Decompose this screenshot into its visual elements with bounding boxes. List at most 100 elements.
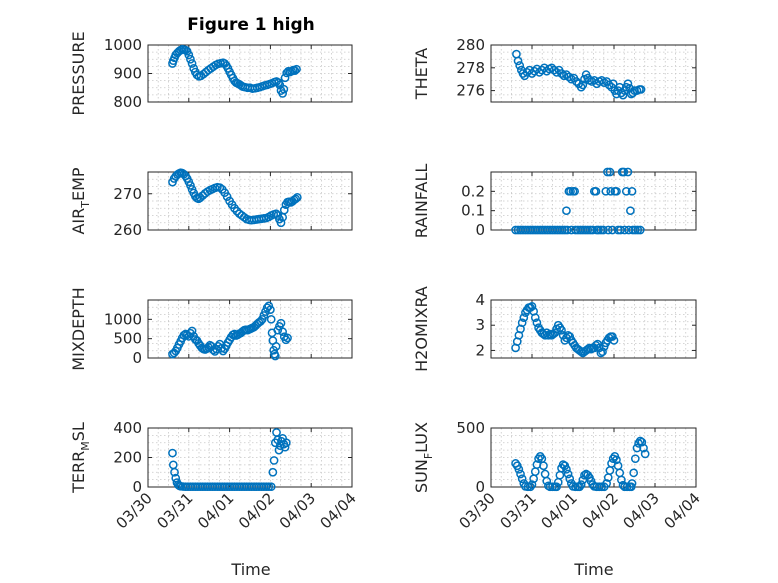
- data-point: [270, 351, 280, 361]
- data-point: [552, 482, 561, 492]
- data-point: [571, 482, 580, 492]
- data-point: [292, 193, 302, 202]
- data-point: [517, 318, 527, 328]
- x-tick-label: 04/04: [317, 489, 360, 532]
- data-point: [588, 225, 598, 235]
- data-point: [526, 482, 535, 492]
- x-tick-label: 04/02: [235, 489, 278, 532]
- y-tick-label: 0: [132, 478, 142, 496]
- y-tick-label: 500: [113, 330, 142, 348]
- data-point: [530, 313, 540, 323]
- y-tick-label: 800: [113, 93, 142, 111]
- data-point: [272, 428, 281, 437]
- x-tick-label: 03/31: [153, 489, 196, 532]
- data-point: [602, 479, 611, 488]
- y-axis-label-terr_msl: TERRMSL: [69, 422, 92, 494]
- data-point: [594, 482, 604, 492]
- subplot-air_temp: 260 270 AIRTEMP: [69, 167, 353, 239]
- data-point: [627, 186, 637, 196]
- data-point: [583, 225, 593, 235]
- data-point: [562, 70, 571, 79]
- data-point: [557, 225, 567, 235]
- data-point: [620, 225, 630, 235]
- data-point: [519, 313, 529, 323]
- data-point: [187, 59, 197, 68]
- data-point: [518, 69, 528, 78]
- data-point: [630, 225, 640, 235]
- data-point: [268, 467, 278, 477]
- y-tick-label: 2: [475, 341, 485, 359]
- data-point: [576, 480, 586, 489]
- data-point: [269, 456, 279, 465]
- data-point: [616, 225, 625, 235]
- subplot-rainfall: 00.1 0.2 RAINFALL: [412, 164, 697, 239]
- y-axis-label-theta: THETA: [412, 48, 431, 100]
- data-point: [527, 301, 537, 311]
- data-point: [523, 482, 533, 492]
- data-point: [562, 464, 571, 474]
- y-tick-label: 400: [113, 419, 142, 437]
- y-tick-label: 278: [456, 59, 485, 77]
- data-point: [517, 474, 527, 484]
- data-point: [291, 194, 301, 204]
- data-point: [266, 482, 276, 492]
- data-point: [601, 186, 611, 196]
- x-axis-label-right: Time: [573, 560, 613, 579]
- data-point: [603, 225, 613, 235]
- data-point: [619, 167, 629, 177]
- data-point: [570, 186, 579, 196]
- data-point: [278, 327, 287, 337]
- data-point: [555, 470, 565, 480]
- y-tick-label: 260: [113, 221, 142, 239]
- data-point: [266, 305, 275, 315]
- data-point: [605, 466, 615, 475]
- data-point: [187, 326, 197, 336]
- y-tick-label: 270: [113, 185, 142, 203]
- data-point: [615, 468, 625, 478]
- axes-box: [147, 171, 353, 231]
- y-tick-label: 0: [475, 478, 485, 496]
- y-tick-label: 0.2: [461, 182, 485, 200]
- x-tick-label: 04/04: [661, 489, 704, 532]
- data-point: [195, 193, 205, 203]
- data-point: [280, 442, 290, 452]
- data-point: [635, 436, 645, 446]
- data-point: [621, 186, 631, 196]
- data-point: [532, 318, 542, 328]
- data-point: [547, 63, 557, 73]
- data-point: [617, 475, 626, 485]
- data-point: [539, 461, 548, 471]
- data-point: [168, 448, 177, 458]
- y-axis-label-h2omixra: H2OMIXRA: [412, 286, 431, 372]
- axes-box: [490, 44, 697, 103]
- data-point: [637, 437, 647, 447]
- figure-title: Figure 1 high: [187, 15, 315, 35]
- data-point: [281, 438, 291, 448]
- data-point: [557, 325, 566, 335]
- y-axis-label-pressure: PRESSURE: [69, 31, 88, 115]
- data-point: [512, 49, 521, 59]
- y-tick-label: 200: [113, 449, 142, 467]
- data-point: [540, 469, 550, 479]
- data-point: [548, 482, 557, 492]
- subplot-sun_flux: 050003/3003/3104/0104/0204/0304/04SUNFLU…: [412, 419, 704, 532]
- y-tick-label: 1000: [104, 36, 142, 54]
- data-point: [292, 64, 301, 74]
- y-tick-label: 0: [132, 349, 142, 367]
- data-point: [266, 314, 276, 324]
- data-point: [514, 464, 524, 474]
- data-point: [608, 225, 617, 235]
- data-point: [527, 480, 537, 489]
- x-tick-label: 04/01: [538, 489, 581, 532]
- axes-box: [147, 299, 353, 359]
- data-point: [290, 66, 300, 76]
- data-point: [635, 225, 645, 235]
- data-point: [566, 186, 575, 196]
- data-point: [564, 72, 574, 82]
- y-axis-label-sun_flux: SUNFLUX: [412, 422, 435, 493]
- data-point: [545, 329, 555, 339]
- data-point: [186, 54, 195, 64]
- data-point: [629, 468, 639, 478]
